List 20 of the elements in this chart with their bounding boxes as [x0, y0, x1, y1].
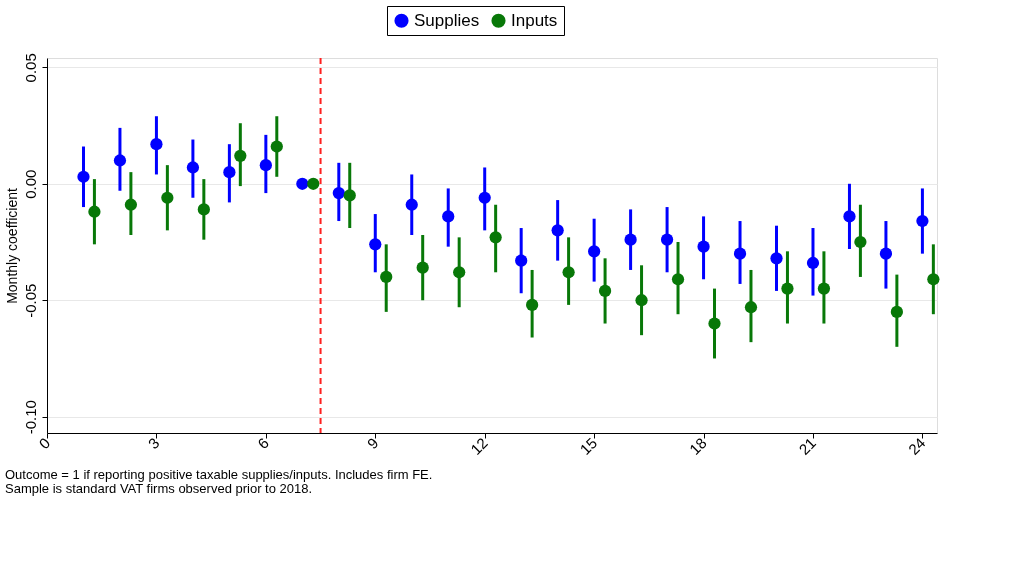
x-tick-label: 18: [685, 434, 710, 458]
y-tick-label: 0.05: [21, 53, 39, 83]
x-tick-label: 6: [254, 434, 273, 453]
x-tick-label: 3: [144, 434, 163, 453]
legend-label: Supplies: [414, 10, 480, 30]
text: Sample is standard VAT firms observed prior to 2018.: [5, 481, 313, 497]
text: Outcome = 1 if reporting positive taxable supplies/inputs. Includes firm FE.: [5, 467, 433, 483]
y-tick-label: -0.10: [21, 400, 39, 435]
x-tick-label: 21: [795, 434, 820, 458]
x-tick-label: 0: [35, 434, 54, 453]
x-tick-label: 15: [576, 434, 601, 458]
legend-label: Inputs: [511, 10, 558, 30]
y-tick-label: -0.05: [21, 283, 39, 318]
x-tick-label: 12: [467, 434, 491, 458]
y-tick-label: 0.00: [21, 169, 39, 199]
point: [307, 177, 320, 190]
x-tick-label: 9: [363, 434, 382, 453]
x-tick-label: 24: [904, 434, 929, 458]
y-axis-title: Monthly coefficient: [3, 188, 20, 304]
point: [296, 177, 309, 190]
